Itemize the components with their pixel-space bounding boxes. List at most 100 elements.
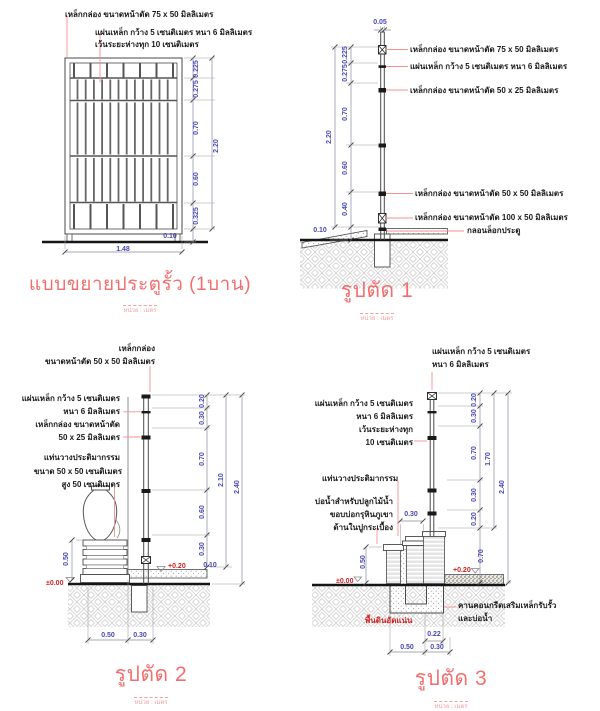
dim-tick (363, 580, 369, 586)
gate-bar (142, 158, 144, 202)
gate-bar (158, 79, 161, 100)
gate-bar (150, 79, 153, 100)
dimension-label: 0.50 (400, 643, 414, 651)
dimension-label: 0.275 (341, 64, 349, 82)
dimension-label: 0.20 (470, 393, 478, 407)
dimension-label: 0.50 (101, 631, 115, 639)
annotation-label: เหล็กกล่อง ขนาดหน้าตัด (35, 420, 120, 429)
gate-bar (166, 158, 169, 202)
gate-panel-divider (155, 63, 158, 78)
gate-bar (84, 79, 87, 100)
annotation-label: 10 เซนติเมตร (365, 438, 413, 447)
dimension-label: 0.10 (313, 226, 327, 234)
pedestal-base (80, 574, 130, 583)
annotation-label: แผ่นเหล็ก กว้าง 5 เซนติเมตร หนา 6 มิลลิเ… (410, 62, 568, 71)
dimension-label: 0.22 (427, 630, 441, 638)
gate-panel-divider (73, 63, 75, 78)
gate-bar (109, 79, 112, 100)
dimension-label: 0.70 (470, 446, 478, 460)
dimension-label: 0.50 (62, 552, 70, 566)
gate-bar (84, 102, 87, 155)
gate-bar (76, 102, 79, 155)
level-label: ±0.00 (46, 579, 64, 587)
gate-bar (101, 102, 103, 155)
gate-panel-divider (139, 204, 141, 229)
gate-bar (101, 79, 103, 100)
gate-bar (109, 158, 112, 202)
dim-tick (204, 564, 210, 570)
steel-section-marker (427, 411, 437, 414)
annotation-label: เหล็กกล่อง ขนาดหน้าตัด 50 x 50 มิลลิเมตร (415, 189, 564, 198)
dimension-label: 0.30 (198, 411, 206, 425)
gate-panel-divider (73, 204, 75, 229)
pedestal-spacer (86, 555, 124, 560)
dimension-label: 0.60 (198, 505, 206, 519)
drawing-title-gate-elevation: แบบขยายประตูรั้ว (1บาน) (28, 274, 252, 295)
gate-panel-divider (139, 63, 141, 78)
drawing-title-section-2: รูปตัด 2 (114, 663, 188, 686)
dimension-label: 0.05 (373, 18, 387, 26)
dimension-label: 0.70 (192, 121, 200, 135)
steel-section-marker (141, 435, 151, 440)
annotation-label: แผ่นเหล็ก กว้าง 5 เซนติเมตร (314, 399, 413, 408)
annotation-label: หนา 6 มิลลิเมตร (432, 360, 489, 369)
steel-section-marker (378, 227, 386, 231)
gate-bar (76, 158, 79, 202)
gate-bar (134, 102, 136, 155)
gate-panel-divider (122, 204, 125, 229)
gate-bar (76, 79, 79, 100)
pedestal-spacer (86, 545, 124, 550)
leader-line-layer (66, 16, 464, 608)
steel-section-marker (427, 488, 437, 493)
steel-section-marker (378, 191, 386, 196)
steel-section-marker (141, 394, 151, 399)
annotation-label: เว้นระยะห่างทุก (358, 425, 413, 434)
dim-tick (179, 249, 185, 255)
steel-section-marker (378, 88, 386, 93)
dimension-label: 0.30 (198, 542, 206, 556)
gate-bar (84, 158, 87, 202)
gate-panel-divider (172, 204, 174, 229)
dimension-layer (62, 26, 512, 656)
pedestal-spacer (86, 564, 124, 569)
footing (131, 585, 148, 613)
pond-wall (386, 550, 401, 584)
dimension-label: 0.70 (477, 549, 485, 563)
annotation-label: และบ่อน้ำ (458, 614, 493, 623)
level-label: พื้นดินอัดแน่น (365, 616, 413, 625)
dimension-label: 0.50 (359, 555, 367, 569)
annotation-label: เหล็กกล่อง ขนาดหน้าตัด 75 x 50 มิลลิเมตร (410, 45, 559, 54)
steel-section-marker (141, 489, 151, 493)
steel-section-marker (141, 411, 151, 414)
annotation-label: สูง 50 เซนติเมตร (61, 480, 120, 489)
gate-bar (125, 158, 128, 202)
dimension-label: 0.30 (133, 631, 147, 639)
level-label: +0.20 (453, 566, 471, 574)
annotation-label: เหล็กกล่อง (118, 344, 155, 353)
gate-bar (142, 102, 144, 155)
steel-section-marker (141, 538, 151, 542)
unit-note-gate-elevation: หน่วย : เมตร (123, 305, 157, 314)
gate-bar (166, 102, 169, 155)
dimension-label: 0.20 (198, 394, 206, 408)
gate-bar (166, 79, 169, 100)
gate-bar (93, 158, 95, 202)
dimension-label: 0.30 (404, 510, 418, 518)
drawing-title-section-1: รูปตัด 1 (340, 279, 414, 302)
dim-tick (420, 518, 426, 524)
level-label: +0.20 (168, 562, 186, 570)
title-block-section-3: รูปตัด 3 หน่วย : เมตร (363, 662, 539, 711)
dimension-label: 0.20 (470, 512, 478, 526)
plant-sprig (115, 519, 121, 539)
box-steel-marker (141, 556, 151, 564)
gate-bar (93, 79, 95, 100)
gate-bar (142, 79, 144, 100)
dimension-label: 0.60 (192, 172, 200, 186)
gate-panel-divider (106, 63, 108, 78)
level-triangle (470, 568, 480, 574)
gate-bar (109, 102, 112, 155)
gate-bar (117, 79, 120, 100)
title-block-gate-elevation: แบบขยายประตูรั้ว (1บาน) หน่วย : เมตร (28, 269, 252, 317)
annotation-label: ขนาด 50 x 50 เซนติเมตร (33, 467, 122, 476)
